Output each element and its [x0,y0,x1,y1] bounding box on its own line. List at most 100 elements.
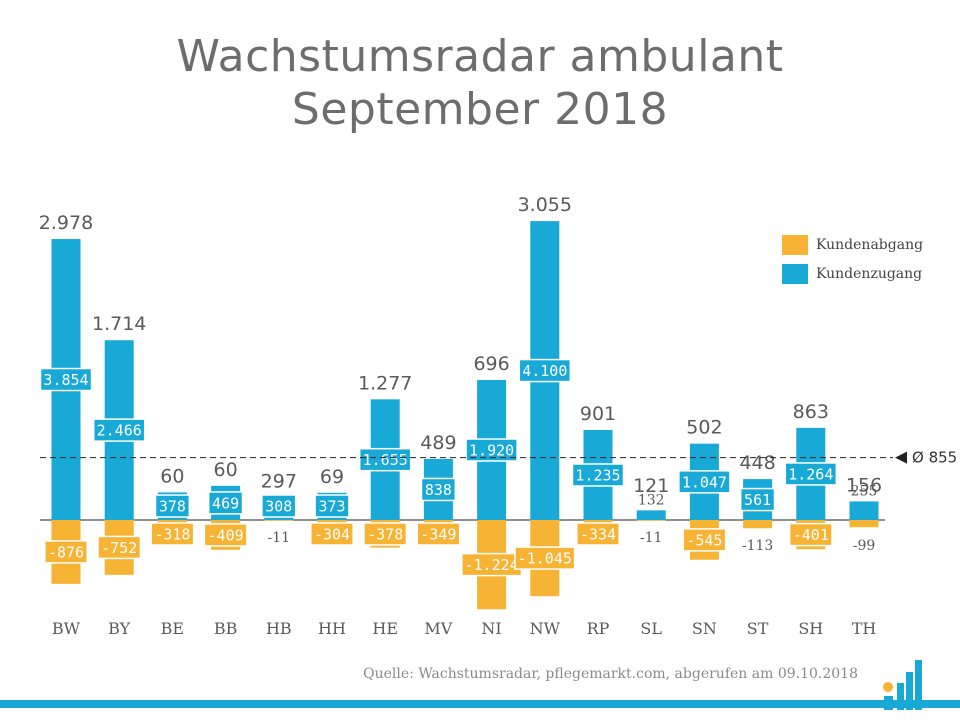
tick-label-be: BE [161,619,184,638]
label-abgang-bb-box [203,523,248,547]
tick-label-hh: HH [318,619,346,638]
label-zugang-rp-box [571,463,625,487]
tick-label-by: BY [108,619,130,638]
label-abgang-by-box [97,535,142,560]
chart-title: Wachstumsradar ambulant September 2018 [0,30,960,136]
tick-label-hb: HB [266,619,292,638]
label-zugang-st-box [739,487,776,512]
bar-zugang-th [849,501,879,520]
legend-item-zugang: Kundenzugang [782,261,923,287]
label-net-hh: 69 [320,466,344,488]
label-zugang-hh-box [314,494,350,518]
bar-abgang-sl [636,520,666,521]
tick-label-nw: NW [530,619,561,638]
tick-label-sh: SH [798,619,823,638]
legend-swatch-abgang [782,235,808,255]
legend-label-abgang: Kundenabgang [816,237,924,253]
label-abgang-hb: -11 [268,530,291,546]
label-abgang-he: -378 [367,526,403,544]
label-net-hb: 297 [261,471,297,493]
label-abgang-th: -99 [853,538,876,554]
label-zugang-sn: 1.047 [682,473,727,491]
label-abgang-sn: -545 [686,531,722,549]
label-abgang-hh: -304 [314,526,350,544]
label-abgang-nw-box [514,546,576,570]
label-zugang-sh-box [784,462,838,486]
bar-abgang-th [849,520,879,528]
label-abgang-be-box [150,522,195,546]
tick-label-bb: BB [214,619,238,638]
tick-label-ni: NI [481,619,501,638]
label-net-st: 448 [739,452,775,474]
average-label: Ø 855 [912,449,957,467]
tick-label-th: TH [852,619,877,638]
source-note: Quelle: Wachstumsradar, pflegemarkt.com,… [363,666,858,682]
legend-label-zugang: Kundenzugang [816,266,923,282]
label-abgang-bb: -409 [208,526,244,544]
label-net-ni: 696 [473,353,509,375]
chart-title-line-1: Wachstumsradar ambulant [176,31,784,82]
label-zugang-be: 378 [159,498,186,516]
chart-title-line-2: September 2018 [291,84,669,135]
label-net-nw: 3.055 [518,194,572,216]
label-net-th: 156 [846,474,882,496]
label-abgang-he-box [363,522,408,546]
label-zugang-sl: 132 [638,492,665,508]
label-zugang-be-box [154,494,191,518]
label-net-sl: 121 [633,475,669,497]
label-abgang-mv: -349 [420,526,456,544]
legend-item-abgang: Kundenabgang [782,232,923,258]
label-abgang-ni: -1.224 [465,556,519,574]
label-zugang-bb-box [207,491,244,515]
label-zugang-bb: 469 [212,494,239,512]
label-net-rp: 901 [580,403,616,425]
label-abgang-mv-box [416,522,461,546]
tick-label-bw: BW [52,619,81,638]
tick-label-st: ST [747,619,769,638]
label-net-sn: 502 [686,417,722,439]
label-zugang-mv: 838 [425,481,452,499]
tick-label-sl: SL [640,619,662,638]
label-zugang-ni: 1.920 [469,442,514,460]
tick-label-mv: MV [424,619,452,638]
legend-swatch-zugang [782,264,808,284]
pflegemarkt-logo [883,660,922,710]
label-net-bb: 60 [214,459,238,481]
label-abgang-rp-box [576,522,620,546]
label-abgang-bw: -876 [48,543,84,561]
label-zugang-by: 2.466 [97,422,142,440]
label-net-by: 1.714 [92,313,146,335]
label-abgang-st: -113 [742,538,773,554]
label-net-bw: 2.978 [39,212,93,234]
tick-label-rp: RP [587,619,610,638]
average-marker [895,451,907,464]
label-zugang-rp: 1.235 [575,466,620,484]
label-zugang-hb-box [261,494,297,518]
label-net-be: 60 [160,465,184,487]
label-zugang-nw-box [518,358,572,383]
label-abgang-hh-box [310,522,354,546]
bar-abgang-st [743,520,773,529]
label-abgang-be: -318 [154,526,190,544]
label-abgang-bw-box [44,540,88,564]
label-abgang-by: -752 [101,539,137,557]
label-net-he: 1.277 [358,372,412,394]
label-zugang-nw: 4.100 [522,362,567,380]
label-zugang-hh: 373 [318,498,345,516]
tick-label-sn: SN [692,619,717,638]
legend: Kundenabgang Kundenzugang [782,232,923,290]
label-abgang-sh: -401 [793,526,829,544]
footer-bar [0,700,960,708]
tick-label-he: HE [372,619,398,638]
label-zugang-th: 255 [851,483,878,499]
label-zugang-he: 1.655 [363,451,408,469]
label-net-mv: 489 [420,432,456,454]
label-zugang-he-box [358,447,412,472]
label-zugang-ni-box [465,438,518,462]
label-zugang-mv-box [420,477,457,502]
label-abgang-nw: -1.045 [518,550,572,568]
label-zugang-hb: 308 [265,498,292,516]
label-zugang-sn-box [678,470,731,494]
label-abgang-rp: -334 [580,526,616,544]
